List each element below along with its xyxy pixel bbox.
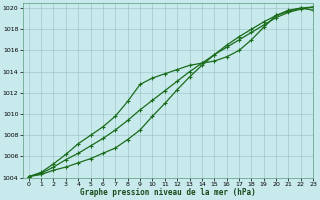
X-axis label: Graphe pression niveau de la mer (hPa): Graphe pression niveau de la mer (hPa) <box>80 188 256 197</box>
